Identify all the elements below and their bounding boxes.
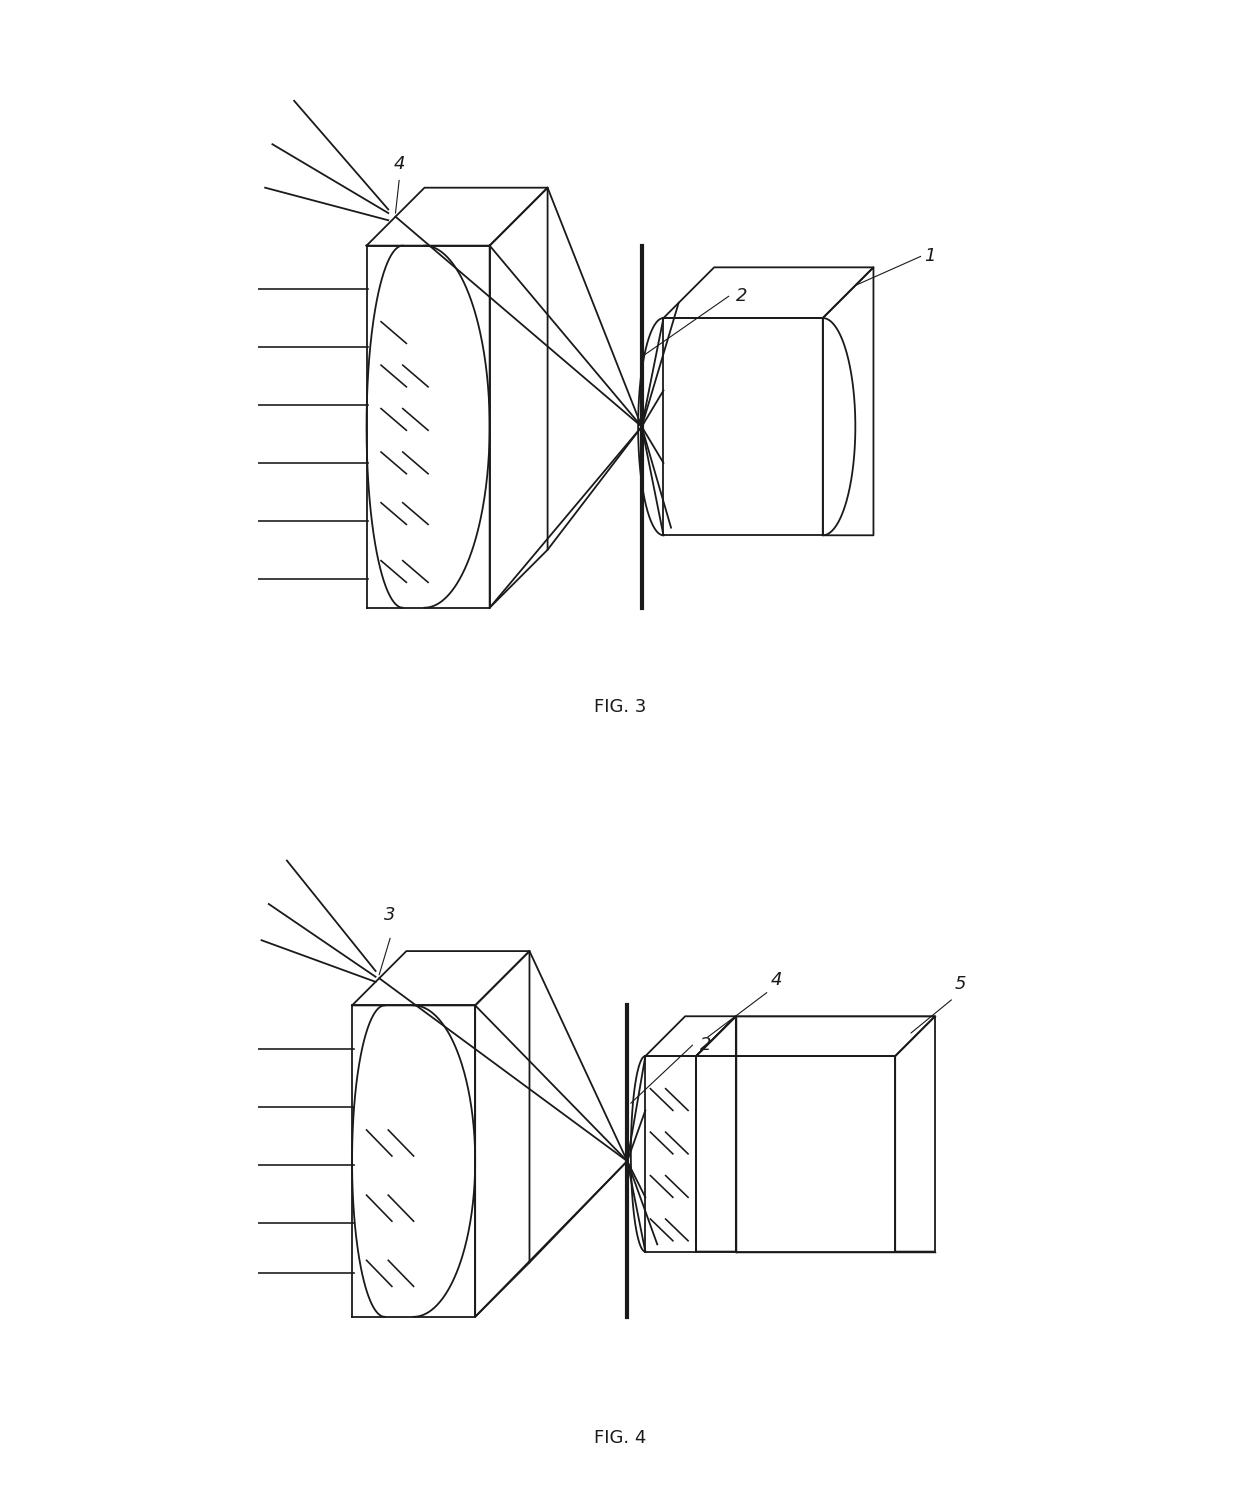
Text: 5: 5: [955, 974, 966, 992]
Text: FIG. 4: FIG. 4: [594, 1429, 646, 1447]
Text: 2: 2: [699, 1036, 712, 1055]
Text: 3: 3: [384, 906, 396, 924]
Text: 2: 2: [735, 288, 748, 305]
Text: 4: 4: [393, 155, 405, 173]
Text: FIG. 3: FIG. 3: [594, 699, 646, 717]
Text: 1: 1: [924, 247, 936, 265]
Text: 4: 4: [770, 971, 781, 989]
